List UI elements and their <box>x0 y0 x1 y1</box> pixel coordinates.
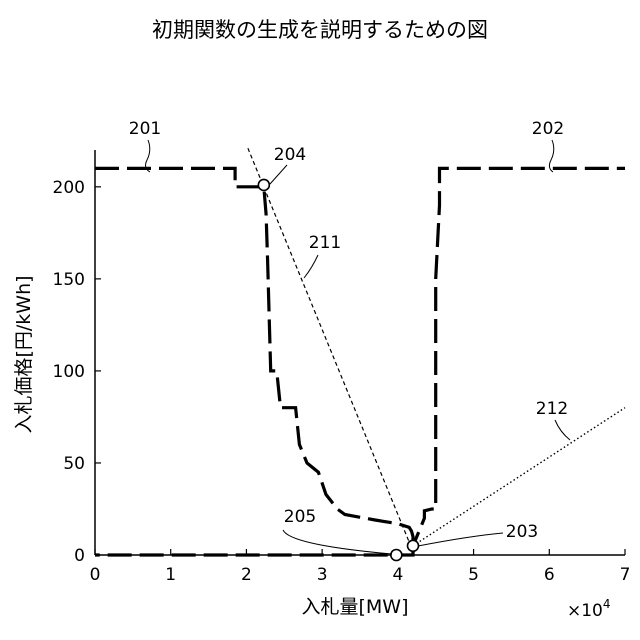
callout-204-label: 204 <box>274 145 306 165</box>
marker-205 <box>391 550 402 561</box>
y-tick-label: 150 <box>53 270 85 290</box>
marker-203 <box>408 540 419 551</box>
x-tick-label: 4 <box>392 565 403 585</box>
callout-204-leader <box>270 165 287 184</box>
y-tick-label: 0 <box>74 546 85 566</box>
callout-205-leader <box>283 530 392 554</box>
y-axis-label: 入札価格[円/kWh] <box>13 275 35 433</box>
x-axis-label: 入札量[MW] <box>301 596 408 618</box>
series-202-line <box>413 168 625 555</box>
x-tick-label: 1 <box>165 565 176 585</box>
x-tick-label: 7 <box>620 565 631 585</box>
series-201-line <box>95 168 413 555</box>
x-tick-label: 2 <box>241 565 252 585</box>
series-211-line <box>248 148 411 546</box>
callout-203-label: 203 <box>506 522 538 542</box>
callout-211-label: 211 <box>309 233 341 253</box>
y-tick-label: 50 <box>63 454 85 474</box>
x-multiplier-exponent: 4 <box>603 597 611 611</box>
axes: 0 1 2 3 4 5 6 7 0 50 100 150 200 入札量[MW] 入札価格[円/kWh] ×1… <box>13 150 630 621</box>
callout-212-label: 212 <box>536 399 568 419</box>
x-tick-label: 3 <box>317 565 328 585</box>
callout-212-leader <box>555 420 570 440</box>
label-layer: 201 202 211 212 204 205 203 <box>129 119 570 554</box>
callout-201-label: 201 <box>129 119 161 139</box>
y-tick-label: 100 <box>53 362 85 382</box>
series-layer <box>95 148 625 555</box>
x-multiplier-label: ×104 <box>567 597 611 621</box>
callout-202-label: 202 <box>532 119 564 139</box>
callout-205-label: 205 <box>284 507 316 527</box>
marker-204 <box>258 179 269 190</box>
callout-211-leader <box>304 255 318 278</box>
x-tick-label: 0 <box>90 565 101 585</box>
y-tick-label: 200 <box>53 178 85 198</box>
x-tick-label: 5 <box>468 565 479 585</box>
x-tick-label: 6 <box>544 565 555 585</box>
